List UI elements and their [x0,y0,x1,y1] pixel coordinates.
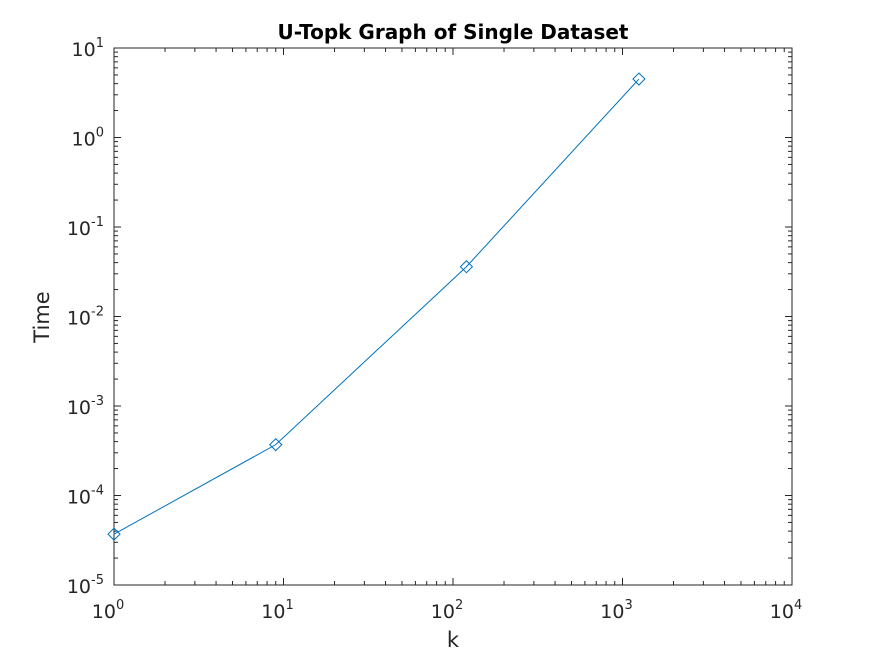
y-tick-exponent: 0 [96,126,104,141]
y-tick-label: 10-1 [67,215,104,240]
y-axis-label: Time [30,291,54,343]
y-tick-exponent: -3 [91,394,104,409]
x-tick-exponent: 4 [794,598,802,613]
series-line [113,78,640,535]
data-point-marker [107,527,121,541]
data-point-marker [459,260,474,274]
y-tick-label: 10-5 [67,573,104,598]
y-tick-exponent: -4 [91,484,104,499]
y-tick-exponent: 1 [96,36,104,51]
x-tick-exponent: 0 [116,598,124,613]
x-axis-label: k [447,628,460,652]
x-tick-exponent: 1 [285,598,293,613]
y-tick-exponent: -5 [91,573,104,588]
y-tick-exponent: -1 [91,215,104,230]
chart-title: U-Topk Graph of Single Dataset [278,20,629,44]
data-point-marker [632,72,646,86]
data-point-marker [269,437,283,452]
x-tick-exponent: 3 [624,598,632,613]
x-tick-exponent: 2 [455,598,463,613]
y-tick-exponent: -2 [91,305,104,320]
